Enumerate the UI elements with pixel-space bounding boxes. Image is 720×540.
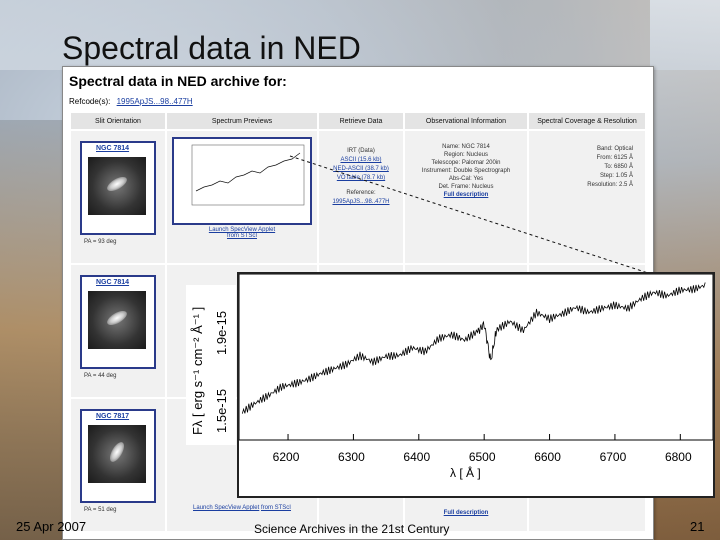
- cov-to: To: 6850 Å: [604, 164, 633, 170]
- retrieve-ned-ascii[interactable]: NED-ASCII (38.7 kb): [333, 166, 389, 172]
- applet-launch: Launch SpecView Applet from STScI: [169, 227, 315, 239]
- page-number: 21: [690, 519, 705, 534]
- galaxy-link[interactable]: NGC 7814: [96, 145, 130, 152]
- footer-date: 25 Apr 2007: [16, 519, 87, 534]
- col-header-preview: Spectrum Previews: [167, 113, 317, 129]
- full-description-link[interactable]: Full description: [443, 510, 489, 516]
- cov-band: Band: Optical: [596, 146, 633, 152]
- observational-info: Name: NGC 7814 Region: Nucleus Telescope…: [407, 133, 525, 199]
- obs-abscal: Abs-Cal: Yes: [448, 176, 484, 182]
- position-angle: PA = 93 deg: [84, 239, 117, 245]
- spectrum-preview[interactable]: [172, 137, 312, 225]
- retrieve-irt[interactable]: IRT (Data): [347, 148, 375, 154]
- obs-detframe: Det. Frame: Nucleus: [438, 184, 494, 190]
- reference-label: Reference:: [346, 190, 376, 196]
- obs-region: Region: Nucleus: [443, 152, 489, 158]
- specview-applet-link[interactable]: Launch SpecView Applet: [193, 505, 260, 511]
- retrieve-ascii[interactable]: ASCII (15.6 kb): [340, 157, 382, 163]
- ned-page-title: Spectral data in NED archive for:: [69, 73, 287, 89]
- spectrum-line: [241, 282, 706, 414]
- applet-launch: Launch SpecView Applet from STScI: [169, 505, 315, 511]
- galaxy-link[interactable]: NGC 7814: [96, 279, 130, 286]
- refcode-link[interactable]: 1995ApJS...98..477H: [116, 97, 193, 106]
- galaxy-image: [88, 291, 146, 349]
- col-header-slit: Slit Orientation: [71, 113, 165, 129]
- cov-resolution: Resolution: 2.5 Å: [587, 182, 633, 188]
- position-angle: PA = 44 deg: [84, 373, 117, 379]
- galaxy-thumbnail[interactable]: NGC 7814 PA = 44 deg: [80, 275, 156, 379]
- spectral-coverage: Band: Optical From: 6125 Å To: 6850 Å St…: [531, 133, 643, 190]
- x-tick-label: 6600: [534, 450, 561, 464]
- obs-name: Name: NGC 7814: [442, 144, 490, 150]
- y-tick-label: 1.9e-15: [214, 310, 229, 355]
- retrieve-data: IRT (Data) ASCII (15.6 kb) NED-ASCII (38…: [321, 133, 401, 207]
- footer-title: Science Archives in the 21st Century: [254, 522, 450, 536]
- y-tick-label: 1.5e-15: [214, 388, 229, 433]
- x-tick-label: 6700: [599, 450, 627, 464]
- reference-link[interactable]: 1995ApJS...98..477H: [332, 199, 390, 205]
- x-tick-label: 6500: [468, 450, 496, 464]
- zoom-ylabel-panel: Fλ [ erg s⁻¹ cm⁻² Å⁻¹ ] 1.5e-15 1.9e-15: [186, 285, 236, 445]
- zoomed-spectrum: [237, 272, 715, 498]
- spectrum-preview-plot: [191, 144, 305, 206]
- x-tick-label: 6200: [272, 450, 300, 464]
- position-angle: PA = 51 deg: [84, 507, 117, 513]
- galaxy-link[interactable]: NGC 7817: [96, 413, 130, 420]
- x-axis-label: λ [ Å ]: [450, 466, 481, 480]
- retrieve-votable[interactable]: VOTable (78.7 kb): [336, 175, 386, 181]
- full-description-link[interactable]: Full description: [443, 192, 489, 198]
- galaxy-thumbnail[interactable]: NGC 7814 PA = 93 deg: [80, 141, 156, 245]
- x-axis: 6200 6300 6400 6500 6600 6700 6800: [237, 440, 711, 498]
- obs-instrument: Instrument: Double Spectrograph: [421, 168, 511, 174]
- x-tick-label: 6300: [338, 450, 365, 464]
- cov-step: Step: 1.05 Å: [599, 173, 633, 179]
- y-axis-label: Fλ [ erg s⁻¹ cm⁻² Å⁻¹ ]: [190, 306, 205, 435]
- stsci-link[interactable]: from STScI: [226, 233, 257, 239]
- table-row: NGC 7814 PA = 93 deg Launch SpecView App…: [71, 131, 645, 263]
- x-tick-label: 6800: [664, 450, 692, 464]
- background-nebula-top: [0, 0, 720, 70]
- refcode-label: Refcode(s):: [69, 97, 111, 106]
- galaxy-thumbnail[interactable]: NGC 7817 PA = 51 deg: [80, 409, 156, 513]
- galaxy-image: [88, 425, 146, 483]
- stsci-link[interactable]: from STScI: [260, 505, 291, 511]
- refcode-line: Refcode(s): 1995ApJS...98..477H: [69, 97, 193, 106]
- galaxy-image: [88, 157, 146, 215]
- col-header-retrieve: Retrieve Data: [319, 113, 403, 129]
- cov-from: From: 6125 Å: [596, 155, 633, 161]
- obs-telescope: Telescope: Palomar 200in: [431, 160, 501, 166]
- slide-title: Spectral data in NED: [62, 30, 361, 66]
- specview-applet-link[interactable]: Launch SpecView Applet: [208, 227, 276, 233]
- col-header-obs: Observational Information: [405, 113, 527, 129]
- x-tick-label: 6400: [403, 450, 431, 464]
- col-header-coverage: Spectral Coverage & Resolution: [529, 113, 645, 129]
